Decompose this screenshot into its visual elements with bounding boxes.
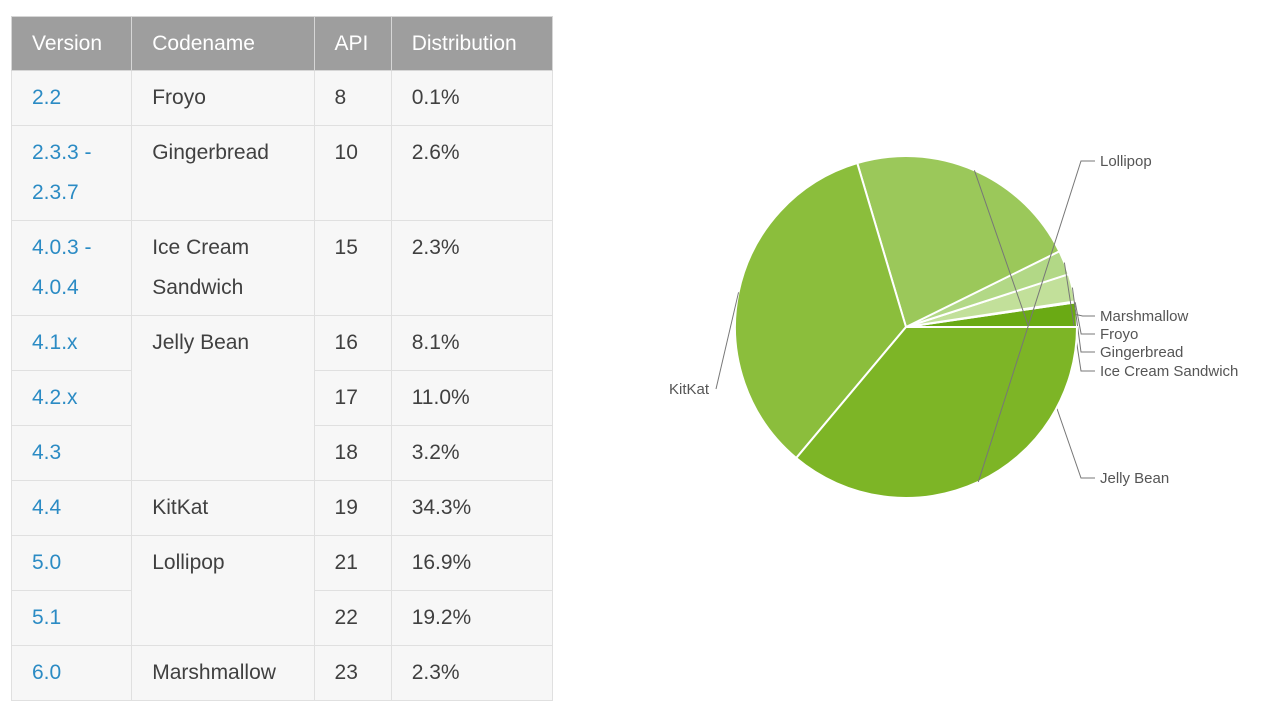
pie-label-ice-cream-sandwich: Ice Cream Sandwich <box>1100 363 1238 380</box>
table-row: 2.2 Froyo 8 0.1% <box>10 70 554 126</box>
api-cell: 16 <box>313 315 392 371</box>
table-row: 2.3.3 - 2.3.7 Gingerbread 10 2.6% <box>10 125 554 221</box>
table-row: 4.2.x 17 11.0% <box>10 370 554 426</box>
table-row: 4.4 KitKat 19 34.3% <box>10 480 554 536</box>
version-link[interactable]: 2.3.3 - 2.3.7 <box>10 125 133 221</box>
api-cell: 21 <box>313 535 392 591</box>
pie-label-lollipop: Lollipop <box>1100 153 1152 170</box>
leader-line <box>1076 314 1095 317</box>
version-link[interactable]: 4.2.x <box>10 370 133 426</box>
codename-cell: KitKat <box>131 480 315 536</box>
codename-cell: Ice Cream Sandwich <box>131 220 315 316</box>
distribution-cell: 2.3% <box>390 645 554 701</box>
pie-slice-kitkat <box>734 161 908 460</box>
header-api: API <box>313 16 392 71</box>
api-cell: 10 <box>313 125 392 221</box>
distribution-cell: 2.6% <box>390 125 554 221</box>
header-version: Version <box>10 16 133 71</box>
table-row: 5.0 Lollipop 21 16.9% <box>10 535 554 646</box>
leader-line <box>1071 287 1095 353</box>
codename-cell: Froyo <box>131 70 315 126</box>
table-row: 6.0 Marshmallow 23 2.3% <box>10 645 554 701</box>
table-row: 5.1 22 19.2% <box>10 590 554 646</box>
api-cell: 8 <box>313 70 392 126</box>
leader-line <box>715 292 740 390</box>
codename-cell: Lollipop <box>131 535 315 646</box>
codename-cell: Marshmallow <box>131 645 315 701</box>
api-cell: 15 <box>313 220 392 316</box>
pie-label-marshmallow: Marshmallow <box>1100 308 1189 325</box>
pie-slice-jelly-bean <box>856 155 1061 329</box>
distribution-cell: 0.1% <box>390 70 554 126</box>
version-link[interactable]: 6.0 <box>10 645 133 701</box>
api-cell: 17 <box>313 370 392 426</box>
header-codename: Codename <box>131 16 315 71</box>
leader-line <box>977 160 1095 483</box>
api-cell: 18 <box>313 425 392 481</box>
distribution-cell: 11.0% <box>390 370 554 426</box>
distribution-cell: 3.2% <box>390 425 554 481</box>
table-row: 4.1.x Jelly Bean 16 8.1% <box>10 315 554 481</box>
distribution-cell: 19.2% <box>390 590 554 646</box>
codename-cell: Jelly Bean <box>131 315 315 481</box>
distribution-cell: 2.3% <box>390 220 554 316</box>
distribution-table: Version Codename API Distribution 2.2 Fr… <box>10 16 554 701</box>
pie-label-froyo: Froyo <box>1100 326 1138 343</box>
pie-label-jelly-bean: Jelly Bean <box>1100 470 1169 487</box>
table-header-row: Version Codename API Distribution <box>10 16 554 71</box>
distribution-cell: 34.3% <box>390 480 554 536</box>
table-row: 4.3 18 3.2% <box>10 425 554 481</box>
version-link[interactable]: 5.1 <box>10 590 133 646</box>
version-link[interactable]: 4.0.3 - 4.0.4 <box>10 220 133 316</box>
leader-line <box>1074 301 1095 335</box>
codename-cell: Gingerbread <box>131 125 315 221</box>
version-link[interactable]: 4.3 <box>10 425 133 481</box>
table-row: 4.0.3 - 4.0.4 Ice Cream Sandwich 15 2.3% <box>10 220 554 316</box>
leader-line <box>973 170 1095 479</box>
api-cell: 23 <box>313 645 392 701</box>
version-link[interactable]: 5.0 <box>10 535 133 591</box>
version-link[interactable]: 4.4 <box>10 480 133 536</box>
pie-label-gingerbread: Gingerbread <box>1100 344 1183 361</box>
header-distribution: Distribution <box>390 16 554 71</box>
version-link[interactable]: 2.2 <box>10 70 133 126</box>
pie-label-kitkat: KitKat <box>669 381 710 398</box>
api-cell: 19 <box>313 480 392 536</box>
version-link[interactable]: 4.1.x <box>10 315 133 371</box>
distribution-cell: 8.1% <box>390 315 554 371</box>
leader-line <box>1063 262 1095 372</box>
distribution-cell: 16.9% <box>390 535 554 591</box>
api-cell: 22 <box>313 590 392 646</box>
